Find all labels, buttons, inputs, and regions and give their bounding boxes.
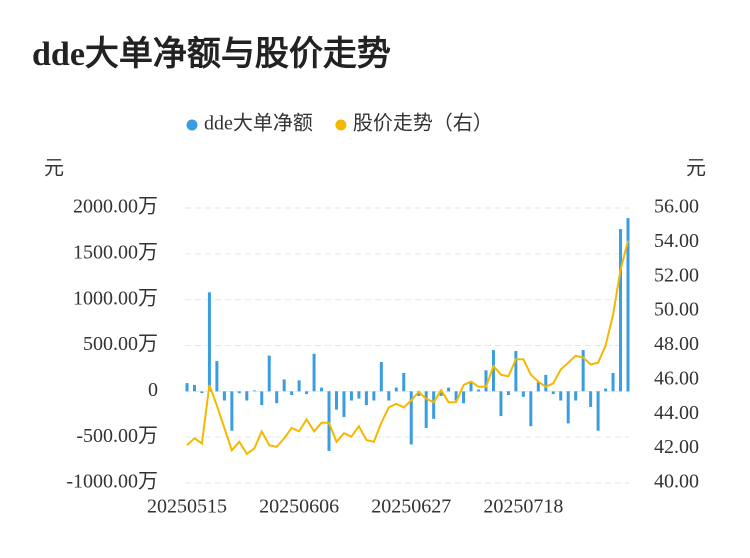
bar (305, 391, 309, 395)
bar (222, 391, 226, 401)
y-tick-label: 500.00万 (83, 333, 158, 355)
y-tick-label: -1000.00万 (66, 471, 158, 493)
y-tick-label: 1500.00万 (73, 241, 158, 263)
bar (499, 391, 503, 417)
bar (267, 355, 271, 392)
bar (529, 391, 533, 427)
y2-tick-label: 42.00 (654, 436, 699, 458)
bar (447, 387, 451, 392)
bar (200, 391, 204, 394)
bar (559, 391, 563, 401)
legend-marker (186, 119, 198, 131)
bar (327, 391, 331, 451)
bar (387, 391, 391, 401)
bar (349, 391, 353, 401)
bar (514, 351, 518, 392)
bar (551, 391, 555, 395)
bar (477, 389, 481, 392)
bar (342, 391, 346, 417)
bar (252, 390, 256, 392)
bar (282, 379, 286, 392)
bar (334, 391, 338, 410)
bar (312, 353, 316, 392)
bar (589, 391, 593, 407)
bar (484, 370, 488, 392)
x-tick-label: 20250606 (259, 496, 339, 518)
bar (372, 391, 376, 401)
legend-label: 股价走势（右） (353, 112, 493, 135)
bar (192, 384, 196, 392)
y2-axis-label: 元 (686, 158, 706, 180)
bar (596, 391, 600, 431)
bar (611, 373, 615, 392)
bar (320, 387, 324, 392)
y2-tick-label: 48.00 (654, 333, 699, 355)
legend-item: 股价走势（右） (335, 112, 493, 135)
bar (566, 391, 570, 424)
legend-label: dde大单净额 (204, 112, 313, 135)
bar (439, 391, 443, 396)
bar (275, 391, 279, 404)
bar (544, 374, 548, 392)
bar (379, 362, 383, 392)
bar (506, 391, 510, 395)
bar (245, 391, 249, 401)
y2-tick-label: 40.00 (654, 471, 699, 493)
bar (230, 391, 234, 431)
bar (357, 391, 361, 399)
y2-tick-label: 56.00 (654, 196, 699, 218)
x-tick-label: 20250515 (147, 496, 227, 518)
bar (185, 383, 189, 392)
y-tick-label: 2000.00万 (73, 196, 158, 218)
bar (536, 382, 540, 392)
bar (260, 391, 264, 406)
bar (454, 391, 458, 401)
bar (521, 391, 525, 397)
bar (207, 292, 211, 392)
x-tick-label: 20250718 (483, 496, 563, 518)
bar (417, 391, 421, 396)
bar (619, 229, 623, 392)
bar (402, 373, 406, 392)
y2-tick-label: 44.00 (654, 402, 699, 424)
legend-item: dde大单净额 (186, 112, 313, 135)
bar (290, 391, 294, 395)
bar (626, 218, 630, 392)
y2-tick-label: 50.00 (654, 299, 699, 321)
price-line (186, 240, 629, 456)
bar (491, 350, 495, 392)
bar (432, 391, 436, 419)
bar (409, 391, 413, 445)
x-tick-label: 20250627 (371, 496, 451, 518)
bar (394, 387, 398, 392)
bar (462, 391, 466, 404)
bar (574, 391, 578, 401)
bar (297, 380, 301, 392)
legend-marker (335, 119, 347, 131)
y-tick-label: 0 (148, 379, 158, 401)
bar (215, 361, 219, 392)
bar (364, 391, 368, 406)
y2-tick-label: 54.00 (654, 230, 699, 252)
y-tick-label: -500.00万 (76, 425, 158, 447)
bar (604, 388, 608, 392)
bar (581, 350, 585, 392)
chart-title: dde大单净额与股价走势 (32, 35, 391, 73)
y-axis-label: 元 (44, 158, 64, 180)
y2-tick-label: 46.00 (654, 367, 699, 389)
bar (237, 391, 241, 394)
y2-tick-label: 52.00 (654, 264, 699, 286)
bar (469, 381, 473, 392)
bar (424, 391, 428, 428)
y-tick-label: 1000.00万 (73, 287, 158, 309)
